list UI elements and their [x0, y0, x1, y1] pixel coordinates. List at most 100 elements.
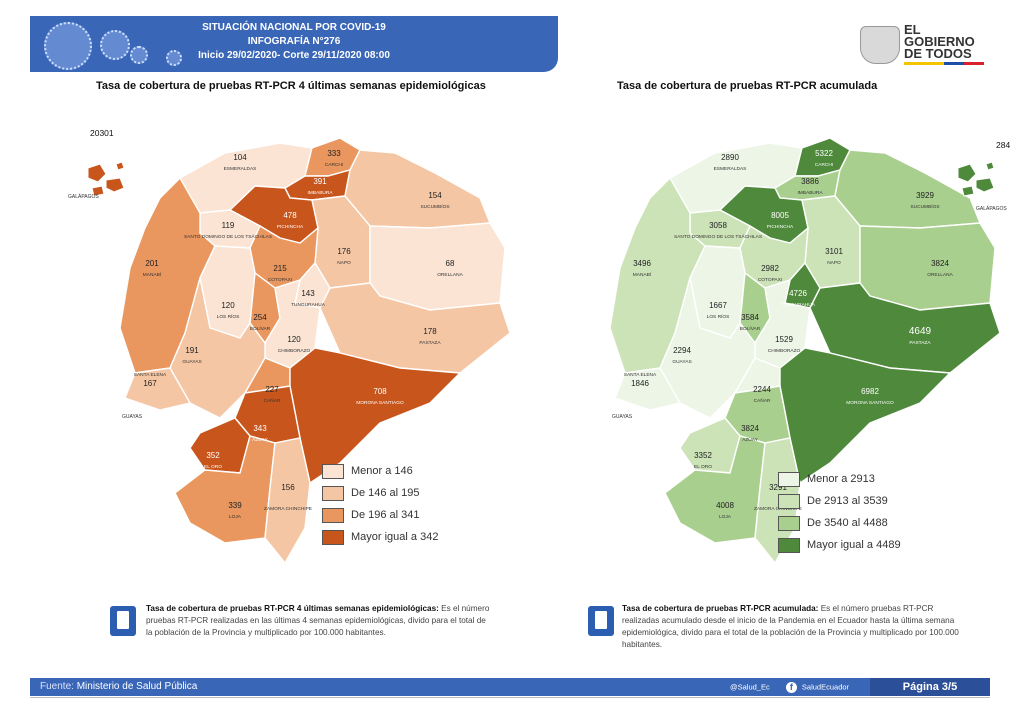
legend-item: Menor a 2913: [778, 468, 901, 490]
label-santo-domingo-de-los-ts-chilas: SANTO DOMINGO DE LOS TSÁCHILAS: [184, 233, 272, 240]
left-map: 104 ESMERALDAS 333 CARCHI 391 IMBABURA 478 PICH…: [68, 128, 511, 565]
value-imbabura: 391: [313, 177, 327, 186]
right-note-title: Tasa de cobertura de pruebas RT-PCR acum…: [622, 604, 819, 613]
label-orellana: ORELLANA: [437, 272, 463, 278]
label-pichincha: PICHINCHA: [767, 224, 794, 230]
left-note-title: Tasa de cobertura de pruebas RT-PCR 4 úl…: [146, 604, 439, 613]
province-zamora-chinchipe: [264, 437, 311, 565]
label-el-oro: EL ORO: [204, 464, 222, 470]
label-morona-santiago: MORONA SANTIAGO: [356, 400, 404, 406]
label-santo-domingo-de-los-ts-chilas: SANTO DOMINGO DE LOS TSÁCHILAS: [674, 233, 762, 240]
header-date-range: Inicio 29/02/2020- Corte 29/11/2020 08:0…: [198, 50, 390, 61]
value-pichincha: 8005: [771, 211, 789, 220]
coat-of-arms-icon: [860, 26, 900, 64]
gobierno-logo: EL GOBIERNO DE TODOS: [860, 23, 988, 66]
source-value: Ministerio de Salud Pública: [76, 681, 198, 692]
value-santa-elena: 167: [143, 379, 157, 388]
value-carchi: 333: [327, 149, 341, 158]
value-loja: 339: [228, 501, 242, 510]
value-zamora-chinchipe: 156: [281, 483, 295, 492]
label-pichincha: PICHINCHA: [277, 224, 304, 230]
value-ca-ar: 227: [265, 385, 279, 394]
facebook-icon[interactable]: f: [785, 682, 797, 693]
footer-bar: Fuente: Ministerio de Salud Pública @Sal…: [30, 678, 990, 696]
value-orellana: 68: [446, 259, 455, 268]
header-text: SITUACIÓN NACIONAL POR COVID-19 INFOGRAF…: [30, 21, 558, 63]
footer-source: Fuente: Ministerio de Salud Pública: [40, 681, 197, 692]
label-guayas: GUAYAS: [182, 359, 201, 365]
label-los-r-os: LOS RÍOS: [217, 313, 240, 320]
province-pastaza: [319, 282, 511, 374]
left-legend: Menor a 146 De 146 al 195 De 196 al 341 May…: [322, 460, 438, 548]
label-manab-: MANABÍ: [633, 271, 652, 278]
label-orellana: ORELLANA: [927, 272, 953, 278]
footer-social: @Salud_Ec f SaludEcuador: [730, 682, 849, 693]
legend-label: De 196 al 341: [351, 509, 420, 521]
virus-icon: [100, 30, 130, 60]
legend-label: De 146 al 195: [351, 487, 420, 499]
province-pastaza: [809, 282, 1001, 374]
flag-color-bar: [904, 62, 984, 65]
legend-swatch: [322, 507, 344, 523]
virus-icon: [166, 50, 182, 66]
value-sucumb-os: 3929: [916, 191, 934, 200]
label-sucumb-os: SUCUMBÍOS: [420, 203, 449, 210]
label-esmeraldas: ESMERALDAS: [714, 166, 747, 172]
value-morona-santiago: 708: [373, 387, 387, 396]
virus-icon: [130, 46, 148, 64]
value-el-oro: 352: [206, 451, 220, 460]
label-sucumb-os: SUCUMBÍOS: [910, 203, 939, 210]
value-orellana: 3824: [931, 259, 949, 268]
label-ca-ar: CAÑAR: [754, 397, 771, 404]
value-cotopaxi: 215: [273, 264, 287, 273]
value-morona-santiago: 6982: [861, 387, 879, 396]
label-chimborazo: CHIMBORAZO: [278, 348, 311, 354]
province-santa-elena: [124, 367, 192, 411]
label-napo: NAPO: [827, 260, 841, 266]
value-chimborazo: 120: [287, 335, 301, 344]
label-ca-ar: CAÑAR: [264, 397, 281, 404]
legend-swatch: [778, 537, 800, 553]
label-morona-santiago: MORONA SANTIAGO: [846, 400, 894, 406]
value-manab-: 201: [145, 259, 159, 268]
logo-line-2: GOBIERNO: [904, 34, 975, 49]
legend-label: De 3540 al 4488: [807, 517, 888, 529]
value-cotopaxi: 2982: [761, 264, 779, 273]
value-santa-elena: 1846: [631, 379, 649, 388]
label-tungurahua: TUNGURAHUA: [291, 302, 326, 308]
value-esmeraldas: 104: [233, 153, 247, 162]
twitter-handle[interactable]: @Salud_Ec: [730, 682, 770, 692]
label-chimborazo: CHIMBORAZO: [768, 348, 801, 354]
label-carchi: CARCHI: [815, 162, 833, 168]
province-galapagos: [87, 161, 125, 197]
label-azuay: AZUAY: [252, 437, 268, 443]
right-legend: Menor a 2913 De 2913 al 3539 De 3540 al 44…: [778, 468, 901, 556]
label-los-r-os: LOS RÍOS: [707, 313, 730, 320]
label-pastaza: PASTAZA: [419, 340, 441, 346]
value-guayas: 2294: [673, 346, 691, 355]
province-galapagos: [957, 161, 995, 197]
value-ca-ar: 2244: [753, 385, 771, 394]
value-azuay: 343: [253, 424, 267, 433]
value-santo-domingo-de-los-ts-chilas: 3058: [709, 221, 727, 230]
header-banner: SITUACIÓN NACIONAL POR COVID-19 INFOGRAF…: [30, 16, 558, 72]
value-bol-var: 3584: [741, 313, 759, 322]
province-sucumb-os: [834, 149, 982, 229]
legend-item: Menor a 146: [322, 460, 438, 482]
value-sucumb-os: 154: [428, 191, 442, 200]
value-napo: 3101: [825, 247, 843, 256]
right-note-body: Es el número pruebas RT-PCR realizadas a…: [622, 604, 959, 649]
facebook-handle[interactable]: SaludEcuador: [801, 682, 850, 692]
label-loja: LOJA: [229, 514, 242, 520]
legend-label: Menor a 146: [351, 465, 413, 477]
province-santa-elena: [614, 367, 682, 411]
value-manab-: 3496: [633, 259, 651, 268]
legend-item: De 2913 al 3539: [778, 490, 901, 512]
header-infographic-number: INFOGRAFÍA N°276: [247, 36, 341, 47]
province-orellana: [369, 222, 506, 311]
left-note: Tasa de cobertura de pruebas RT-PCR 4 úl…: [146, 603, 491, 639]
legend-swatch: [778, 515, 800, 531]
legend-label: Menor a 2913: [807, 473, 875, 485]
legend-swatch: [322, 529, 344, 545]
legend-item: De 196 al 341: [322, 504, 438, 526]
